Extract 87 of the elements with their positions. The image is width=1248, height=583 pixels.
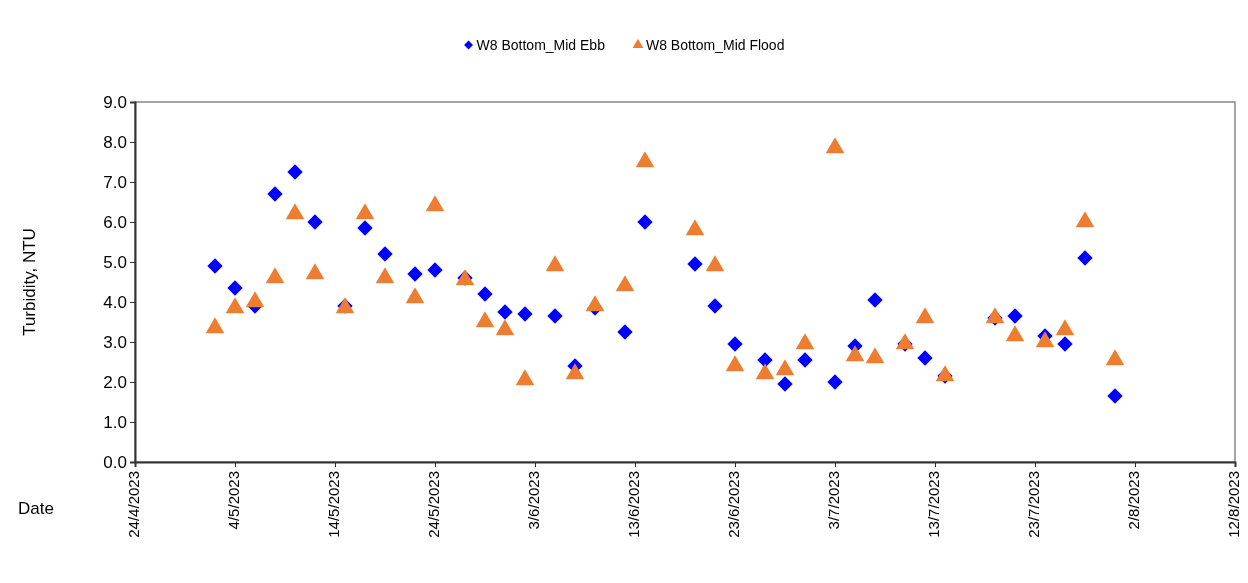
x-tick-label: 24/4/2023: [125, 471, 142, 538]
point: [1057, 336, 1073, 352]
point: [615, 275, 635, 292]
point: [775, 359, 795, 376]
legend-label: W8 Bottom_Mid Flood: [645, 37, 785, 53]
y-tick-label: 8.0: [103, 132, 127, 152]
point: [495, 319, 515, 336]
point: [375, 267, 395, 284]
point: [475, 311, 495, 328]
point: [307, 214, 323, 230]
x-tick-label: 3/6/2023: [525, 471, 542, 530]
point: [727, 336, 743, 352]
point: [545, 255, 565, 272]
y-tick-label: 7.0: [103, 172, 127, 192]
point: [867, 292, 883, 308]
point: [865, 347, 885, 364]
point: [227, 280, 243, 296]
point: [845, 345, 865, 362]
y-tick-label: 9.0: [103, 92, 127, 112]
y-tick-label: 1.0: [103, 412, 127, 432]
point: [547, 308, 563, 324]
point: [1035, 331, 1055, 348]
point: [755, 363, 775, 380]
point: [795, 333, 815, 350]
point: [797, 352, 813, 368]
point: [705, 255, 725, 272]
x-tick-label: 23/7/2023: [1025, 471, 1042, 538]
point: [707, 298, 723, 314]
point: [287, 164, 303, 180]
point: [425, 195, 445, 212]
point: [355, 203, 375, 220]
point: [1105, 349, 1125, 366]
point: [1107, 388, 1123, 404]
x-tick-label: 13/7/2023: [925, 471, 942, 538]
y-axis-title: Turbidity, NTU: [20, 228, 39, 336]
point: [917, 350, 933, 366]
point: [245, 291, 265, 308]
x-tick-label: 2/8/2023: [1125, 471, 1142, 530]
x-tick-label: 23/6/2023: [725, 471, 742, 538]
point: [825, 137, 845, 154]
point: [427, 262, 443, 278]
point: [637, 214, 653, 230]
point: [565, 363, 585, 380]
y-tick-label: 2.0: [103, 372, 127, 392]
point: [265, 267, 285, 284]
point: [1007, 308, 1023, 324]
point: [497, 304, 513, 320]
point: [477, 286, 493, 302]
y-tick-label: 3.0: [103, 332, 127, 352]
point: [207, 258, 223, 274]
x-tick-label: 12/8/2023: [1225, 471, 1242, 538]
point: [377, 246, 393, 262]
point: [915, 307, 935, 324]
point: [205, 317, 225, 334]
point: [685, 219, 705, 236]
x-axis-title: Date: [18, 499, 54, 518]
point: [1075, 211, 1095, 228]
point: [515, 369, 535, 386]
x-tick-label: 3/7/2023: [825, 471, 842, 530]
point: [407, 266, 423, 282]
point: [1077, 250, 1093, 266]
point: [517, 306, 533, 322]
point: [267, 186, 283, 202]
point: [357, 220, 373, 236]
point: [725, 355, 745, 372]
point: [617, 324, 633, 340]
x-tick-label: 14/5/2023: [325, 471, 342, 538]
point: [285, 203, 305, 220]
point: [305, 263, 325, 280]
point: [635, 151, 655, 168]
point: [827, 374, 843, 390]
x-tick-label: 24/5/2023: [425, 471, 442, 538]
y-tick-label: 4.0: [103, 292, 127, 312]
point: [405, 287, 425, 304]
legend-label: W8 Bottom_Mid Ebb: [476, 37, 606, 53]
point: [687, 256, 703, 272]
y-tick-label: 6.0: [103, 212, 127, 232]
point: [585, 295, 605, 312]
point: [757, 352, 773, 368]
y-tick-label: 0.0: [103, 452, 127, 472]
y-tick-label: 5.0: [103, 252, 127, 272]
point: [777, 376, 793, 392]
x-tick-label: 13/6/2023: [625, 471, 642, 538]
point: [225, 297, 245, 314]
point: [1055, 319, 1075, 336]
x-tick-label: 4/5/2023: [225, 471, 242, 530]
point: [1005, 325, 1025, 342]
